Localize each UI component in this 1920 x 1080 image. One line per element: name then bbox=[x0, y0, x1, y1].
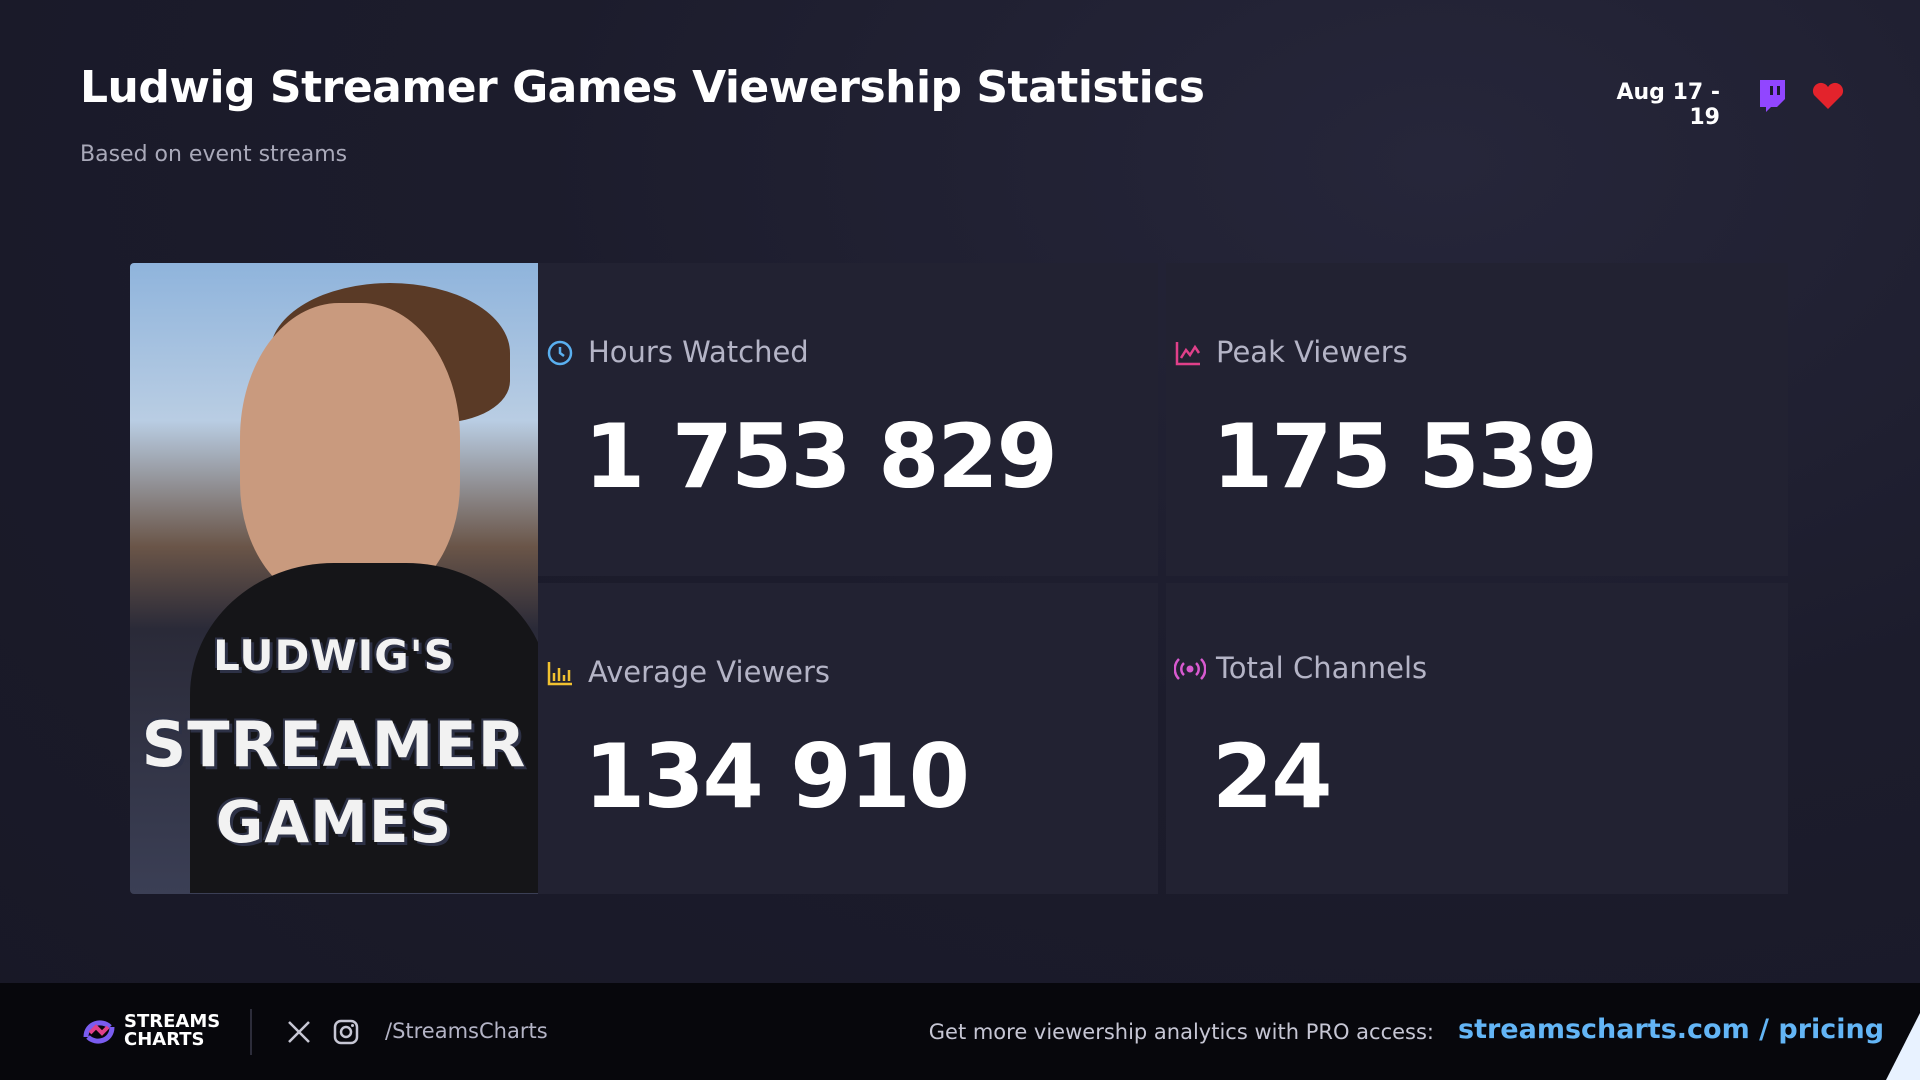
brand-line: CHARTS bbox=[124, 1029, 205, 1050]
corner-accent bbox=[1886, 1013, 1920, 1080]
stat-card: Average Viewers 134 910 bbox=[538, 583, 1158, 894]
stat-label: Hours Watched bbox=[547, 335, 809, 369]
subtitle: Based on event streams bbox=[80, 142, 348, 167]
stat-label: Average Viewers bbox=[547, 655, 830, 689]
divider bbox=[250, 1009, 252, 1055]
clock-icon bbox=[547, 340, 573, 366]
brand-name: STREAMS CHARTS bbox=[124, 1013, 220, 1049]
image-shape bbox=[240, 303, 460, 603]
average-icon bbox=[547, 662, 572, 686]
kick-icon bbox=[1812, 82, 1844, 109]
stat-label-text: Total Channels bbox=[1216, 651, 1428, 685]
stat-label: Peak Viewers bbox=[1175, 335, 1408, 369]
stat-card: Peak Viewers 175 539 bbox=[1166, 263, 1788, 576]
stat-label-text: Average Viewers bbox=[588, 655, 830, 689]
stat-label: Total Channels bbox=[1174, 651, 1428, 685]
image-logo-text: LUDWIG'S bbox=[213, 631, 455, 680]
footer: STREAMS CHARTS /StreamsCharts Get more v… bbox=[0, 983, 1920, 1080]
brand-logo bbox=[83, 1020, 115, 1044]
image-logo-text: GAMES bbox=[215, 788, 453, 856]
chart-icon bbox=[1175, 342, 1201, 366]
stat-value: 134 910 bbox=[584, 725, 970, 828]
cta-text: Get more viewership analytics with PRO a… bbox=[928, 1020, 1434, 1044]
stat-value: 175 539 bbox=[1212, 405, 1598, 508]
twitch-icon bbox=[1760, 80, 1785, 112]
date-range: Aug 17 - 19 bbox=[1616, 80, 1720, 130]
stat-value: 1 753 829 bbox=[584, 405, 1058, 508]
stat-label-text: Hours Watched bbox=[588, 335, 809, 369]
social-handle[interactable]: /StreamsCharts bbox=[385, 1019, 548, 1043]
pricing-link[interactable]: streamscharts.com / pricing bbox=[1458, 1014, 1885, 1045]
stat-card: Total Channels 24 bbox=[1166, 583, 1788, 894]
brand-line: STREAMS bbox=[124, 1011, 221, 1032]
stat-label-text: Peak Viewers bbox=[1216, 335, 1408, 369]
image-shape bbox=[190, 563, 538, 893]
title: Ludwig Streamer Games Viewership Statist… bbox=[80, 62, 1205, 113]
broadcast-icon bbox=[1174, 658, 1206, 680]
image-logo-text: STREAMER bbox=[141, 708, 527, 781]
stat-card: Hours Watched 1 753 829 bbox=[538, 263, 1158, 576]
instagram-icon[interactable] bbox=[333, 1019, 359, 1045]
stat-value: 24 bbox=[1212, 725, 1332, 828]
event-image: LUDWIG'S STREAMER GAMES bbox=[130, 263, 538, 894]
x-icon[interactable] bbox=[286, 1019, 312, 1045]
